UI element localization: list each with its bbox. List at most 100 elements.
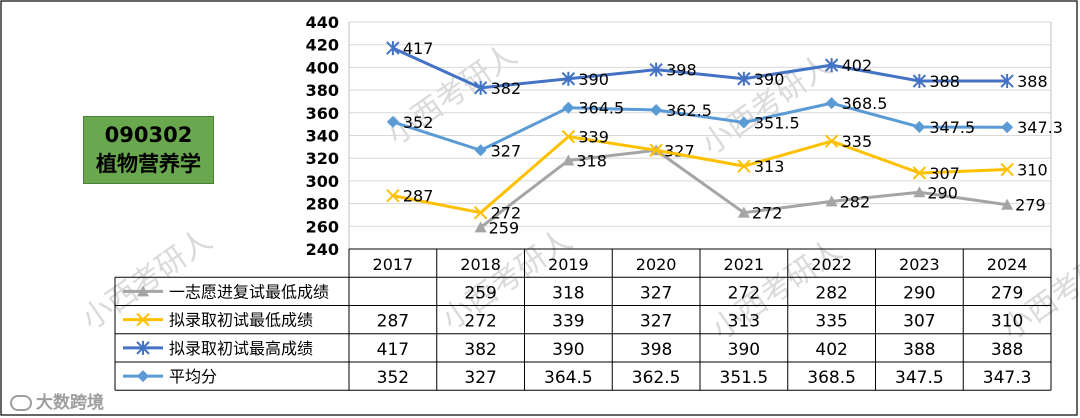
y-tick-label: 240 (306, 240, 339, 259)
table-cell: 327 (464, 368, 496, 388)
table-cell: 368.5 (807, 368, 856, 388)
legend-label: 拟录取初试最低成绩 (169, 311, 313, 330)
x-tick-label: 2024 (987, 255, 1028, 274)
diamond-marker (562, 101, 575, 114)
star-marker (473, 80, 488, 95)
series-line (392, 101, 1008, 152)
diamond-marker (474, 144, 487, 157)
x-marker (824, 134, 839, 148)
data-label: 310 (1017, 161, 1048, 180)
footer-brand: 大数跨境 (10, 388, 104, 413)
series-line (392, 46, 1008, 90)
x-marker (386, 188, 400, 203)
diamond-marker (386, 115, 399, 128)
data-label: 362.5 (666, 101, 712, 120)
data-label: 272 (491, 204, 522, 223)
table-cell: 398 (640, 340, 672, 360)
data-label: 398 (666, 61, 697, 80)
x-tick-label: 2021 (724, 255, 765, 274)
y-tick-label: 380 (306, 81, 339, 100)
table-cell: 390 (728, 340, 760, 360)
major-code: 090302 (104, 123, 193, 147)
data-label: 279 (1015, 196, 1046, 215)
footer-text: 大数跨境 (36, 393, 104, 413)
data-label: 259 (489, 218, 520, 237)
star-marker (824, 58, 839, 73)
table-cell: 347.3 (983, 368, 1032, 388)
data-label: 417 (403, 39, 434, 58)
table-cell: 287 (377, 312, 409, 332)
data-label: 335 (842, 132, 873, 151)
table-cell: 290 (903, 283, 935, 303)
table-cell: 259 (464, 283, 496, 303)
data-label: 382 (491, 79, 522, 98)
triangle-marker (825, 195, 838, 207)
x-tick-label: 2020 (636, 255, 677, 274)
table-cell: 327 (640, 312, 672, 332)
x-marker (561, 129, 576, 144)
diamond-marker (1001, 121, 1014, 134)
triangle-marker (562, 154, 575, 166)
diamond-marker (650, 103, 663, 116)
data-label: 347.3 (1017, 118, 1063, 137)
y-tick-label: 320 (306, 149, 339, 168)
x-marker (136, 312, 150, 327)
x-tick-label: 2019 (548, 255, 589, 274)
data-label: 388 (929, 72, 960, 91)
triangle-marker (737, 206, 750, 218)
x-tick-label: 2017 (373, 255, 414, 274)
x-marker (1000, 162, 1014, 177)
table-cell: 351.5 (720, 368, 769, 388)
x-marker (473, 205, 488, 220)
table-cell: 279 (991, 283, 1023, 303)
y-tick-label: 360 (306, 104, 339, 123)
y-tick-label: 400 (306, 58, 339, 77)
table-cell: 390 (552, 340, 584, 360)
table-cell: 282 (815, 283, 847, 303)
star-marker (561, 71, 576, 86)
triangle-marker (474, 221, 487, 233)
table-cell: 272 (728, 283, 760, 303)
table-cell: 382 (464, 340, 496, 360)
y-tick-label: 440 (306, 13, 339, 32)
data-label: 318 (576, 151, 607, 170)
x-tick-label: 2023 (899, 255, 940, 274)
x-marker (649, 143, 663, 157)
data-label: 352 (403, 113, 434, 132)
y-tick-label: 300 (306, 172, 339, 191)
diamond-marker (137, 370, 149, 383)
data-label: 290 (927, 183, 958, 202)
data-label: 368.5 (842, 94, 888, 113)
table-cell: 335 (815, 312, 847, 332)
data-label: 388 (1017, 72, 1048, 91)
y-tick-label: 420 (306, 36, 339, 55)
legend-label: 拟录取初试最高成绩 (169, 339, 313, 358)
major-badge: 090302 植物营养学 (83, 116, 214, 184)
table-cell: 318 (552, 283, 584, 303)
data-label: 313 (754, 157, 785, 176)
triangle-marker (137, 285, 149, 297)
star-marker (1000, 74, 1014, 89)
data-label: 402 (842, 56, 873, 75)
y-tick-label: 340 (306, 127, 339, 146)
y-tick-label: 280 (306, 195, 339, 214)
x-marker (912, 166, 927, 180)
major-name: 植物营养学 (96, 152, 201, 176)
table-cell: 362.5 (632, 368, 681, 388)
table-cell: 307 (903, 312, 935, 332)
diamond-marker (825, 97, 838, 110)
table-cell: 313 (728, 312, 760, 332)
data-label: 282 (840, 192, 871, 211)
table-cell: 388 (903, 340, 935, 360)
triangle-marker (913, 186, 926, 198)
table-cell: 272 (464, 312, 496, 332)
brand-logo-icon (10, 395, 32, 411)
legend-label: 一志愿进复试最低成绩 (169, 282, 329, 301)
table-cell: 388 (991, 340, 1023, 360)
diamond-marker (737, 116, 750, 129)
star-marker (737, 71, 751, 86)
star-marker (136, 340, 150, 355)
triangle-marker (1001, 198, 1014, 210)
